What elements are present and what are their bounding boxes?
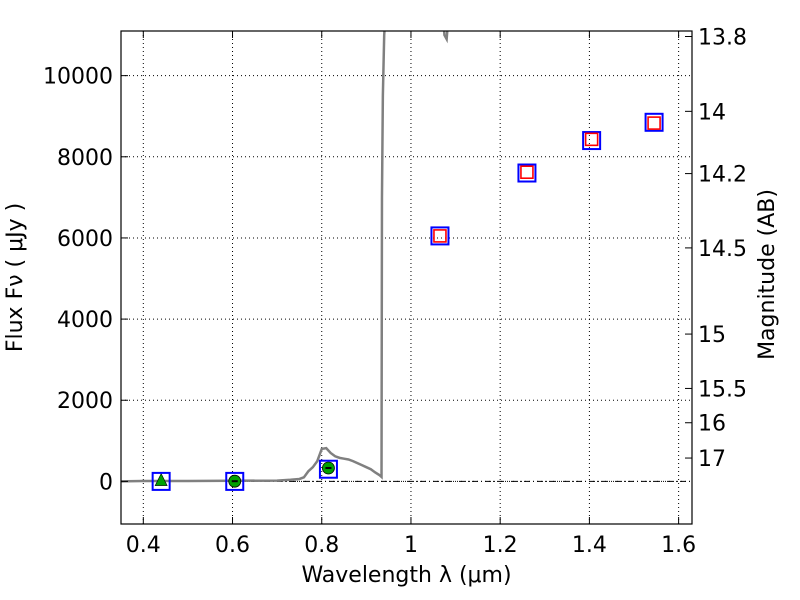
square-point — [584, 132, 599, 147]
y2-tick-label: 14.2 — [698, 163, 747, 188]
y2-tick-label: 16 — [698, 412, 726, 437]
spectrum-line-segment — [442, 31, 449, 44]
square-point — [582, 131, 602, 151]
spectrum-line — [121, 31, 386, 483]
y2-tick-labels: 13.8 14 14.2 14.5 15 15.5 16 17 — [698, 25, 747, 472]
y2-tick-label: 15.5 — [698, 377, 747, 402]
y-tick-label: 10000 — [43, 65, 113, 90]
x-tick-label: 1 — [404, 533, 418, 558]
model-spectrum — [121, 31, 449, 483]
y-tick-label: 0 — [99, 470, 113, 495]
x-tick-labels: 0.4 0.6 0.8 1 1.2 1.4 1.6 — [126, 533, 696, 558]
square-point — [225, 471, 245, 491]
x-tick-label: 0.6 — [215, 533, 250, 558]
triangle-point — [154, 472, 168, 486]
y-tick-label: 2000 — [57, 389, 113, 414]
plot-frame — [120, 30, 693, 525]
grid-lines — [121, 31, 692, 524]
photometry-points — [151, 112, 664, 491]
y-tick-labels: 0 2000 4000 6000 8000 10000 — [43, 65, 113, 496]
x-tick-label: 0.4 — [126, 533, 161, 558]
y2-tick-label: 15 — [698, 323, 726, 348]
x-axis-label: Wavelength λ (μm) — [301, 563, 511, 588]
square-point — [647, 116, 661, 130]
square-point — [644, 112, 664, 132]
y-axis-label: Flux Fν ( μJy ) — [3, 203, 28, 352]
y2-tick-label: 14 — [698, 100, 726, 125]
square-point — [520, 165, 534, 180]
x-tick-label: 1.2 — [483, 533, 518, 558]
y2-tick-label: 14.5 — [698, 237, 747, 262]
x-tick-label: 1.4 — [572, 533, 607, 558]
y2-tick-label: 17 — [698, 447, 726, 472]
x-tick-label: 1.6 — [661, 533, 696, 558]
y2-axis-label: Magnitude (AB) — [755, 189, 780, 360]
x-tick-label: 0.8 — [304, 533, 339, 558]
y2-tick-label: 13.8 — [698, 25, 747, 50]
axis-ticks — [121, 31, 692, 524]
y-tick-label: 6000 — [57, 227, 113, 252]
y-tick-label: 8000 — [57, 146, 113, 171]
square-point — [433, 229, 447, 243]
square-point — [318, 459, 338, 479]
square-point — [430, 226, 450, 246]
y-tick-label: 4000 — [57, 308, 113, 333]
square-point — [151, 471, 171, 491]
square-point — [517, 163, 537, 183]
